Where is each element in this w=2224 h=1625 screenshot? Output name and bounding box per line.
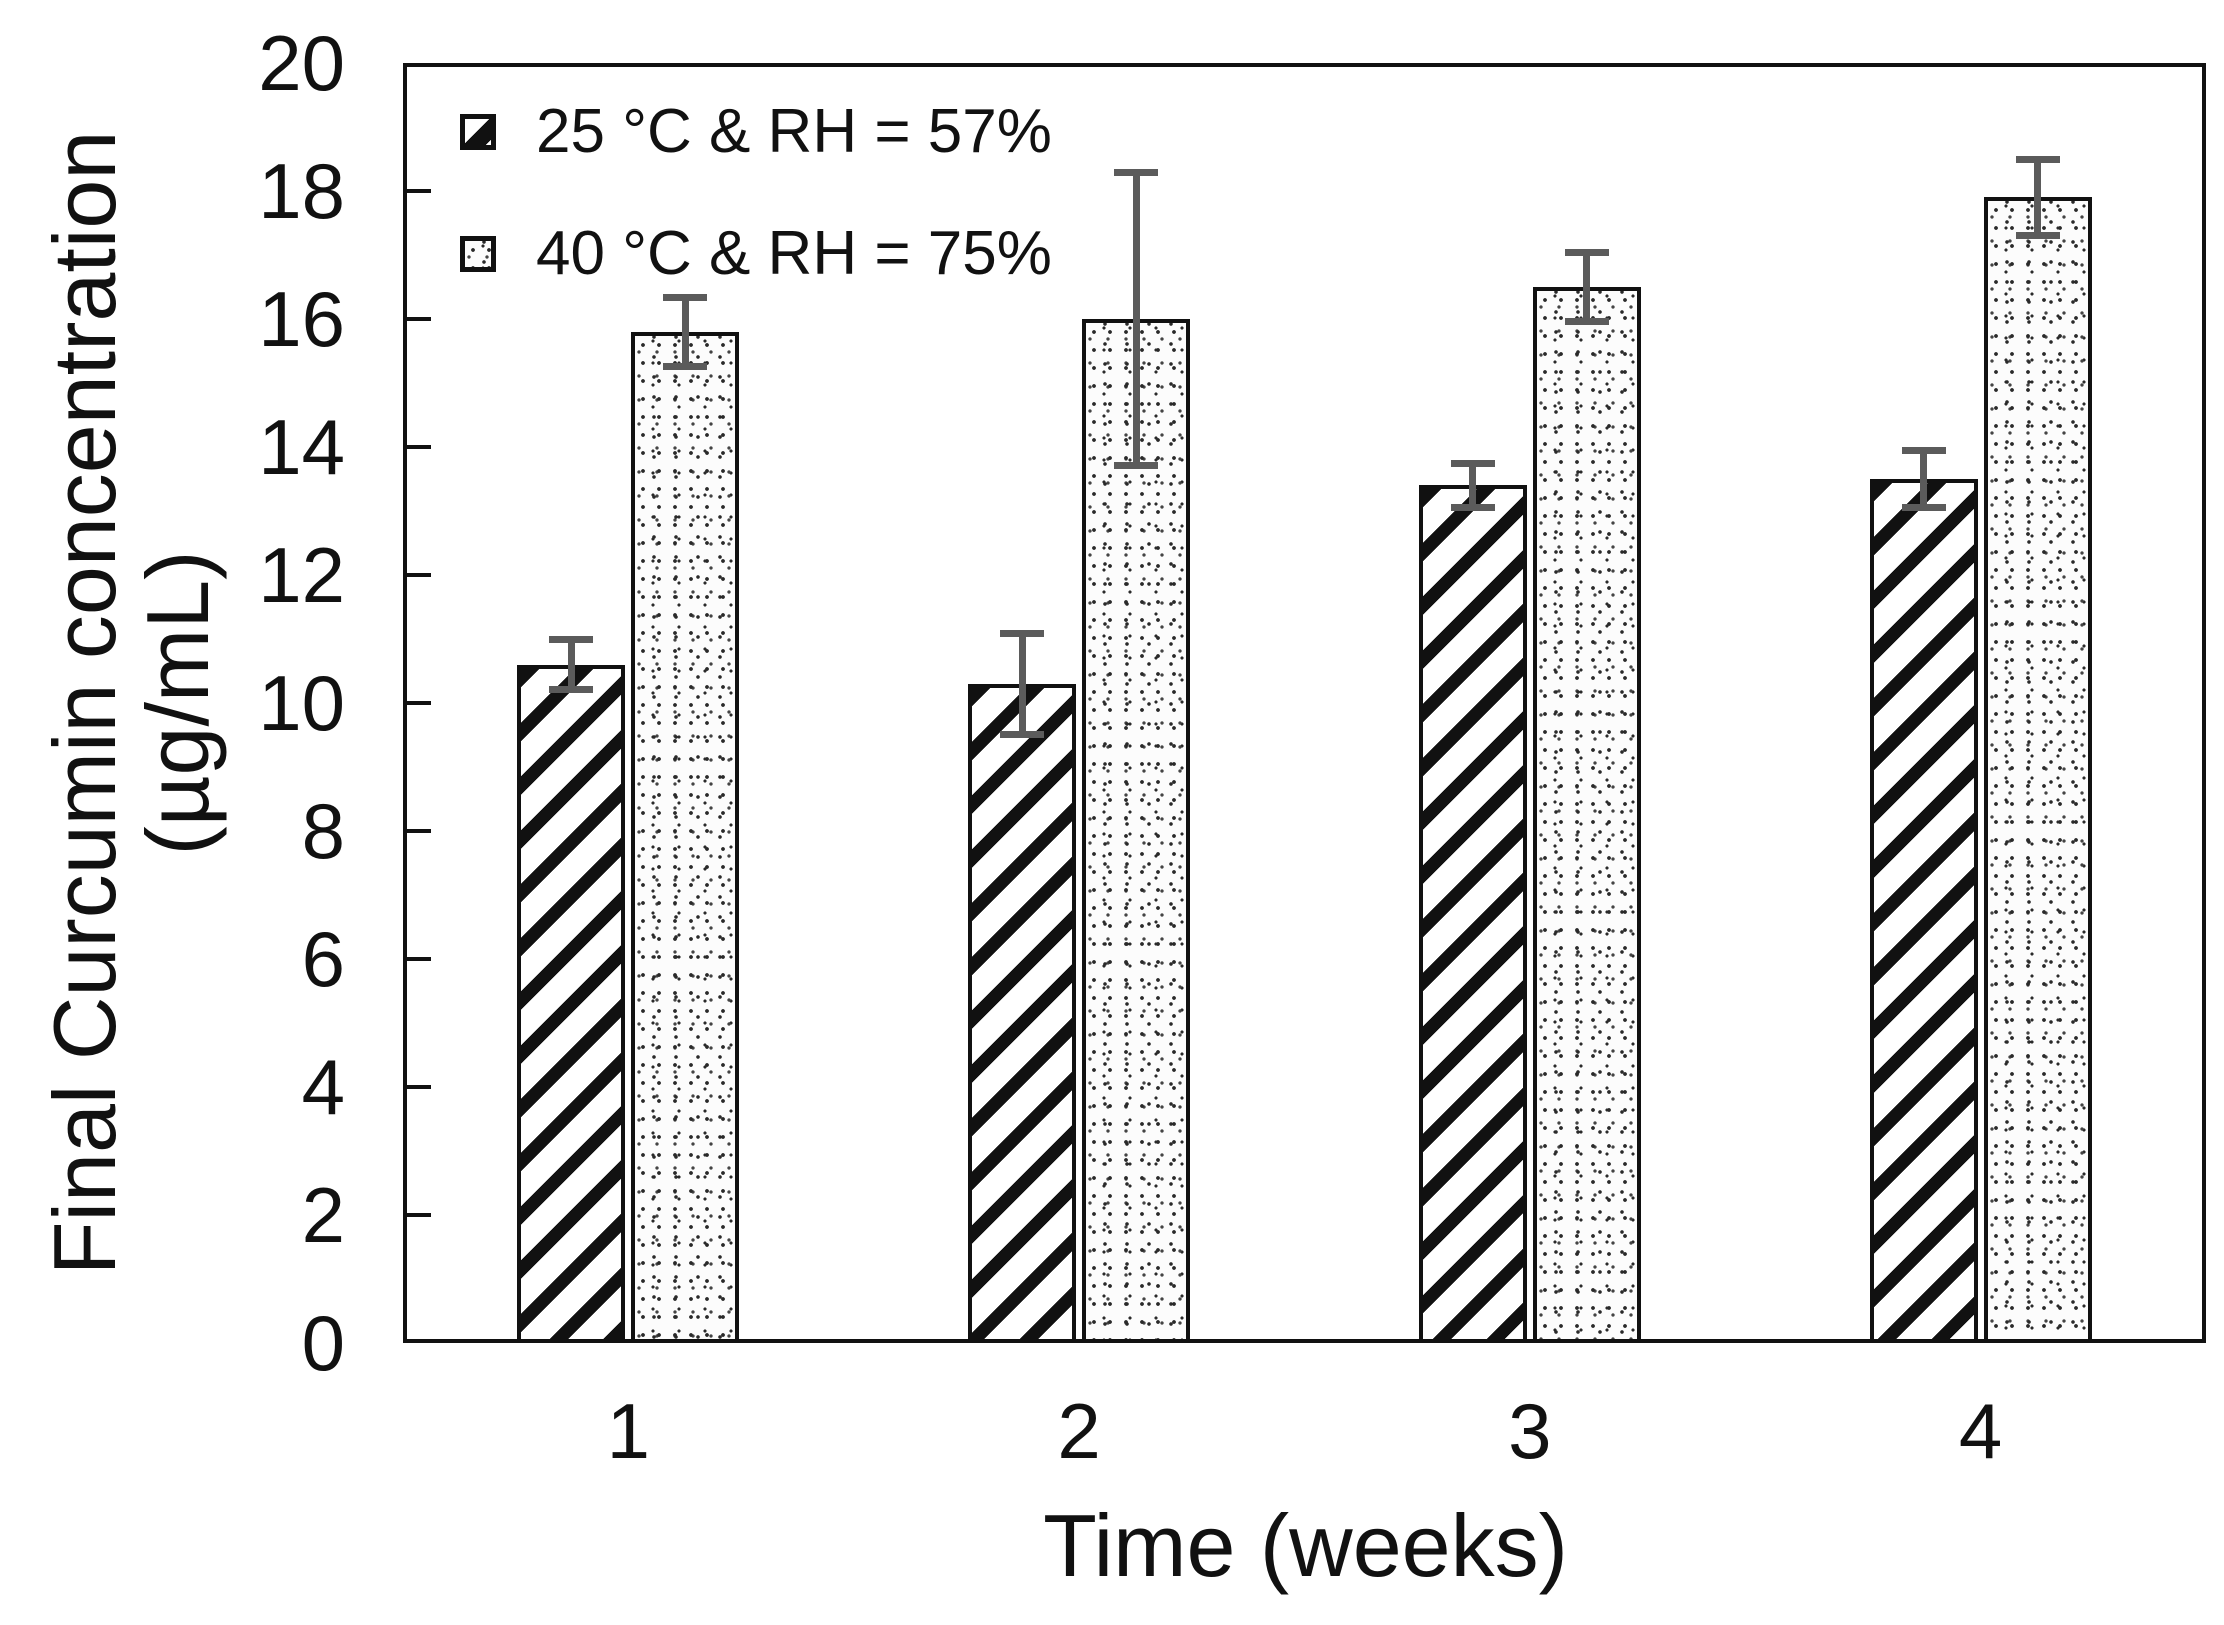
y-tick-mark <box>407 445 431 449</box>
y-tick-mark <box>407 957 431 961</box>
y-tick-label: 12 <box>258 531 345 619</box>
error-bar <box>681 296 689 367</box>
bar-week4-40c <box>1983 197 2092 1343</box>
y-tick-mark <box>407 317 431 321</box>
y-tick-label: 20 <box>258 19 345 107</box>
y-tick-mark <box>407 829 431 833</box>
bar-week3-40c <box>1532 287 1641 1343</box>
error-bar <box>1132 171 1140 467</box>
y-tick-label: 16 <box>258 275 345 363</box>
x-tick-label: 3 <box>1508 1387 1552 1475</box>
error-bar <box>2034 159 2042 236</box>
y-tick-mark <box>407 1085 431 1089</box>
y-tick-label: 4 <box>301 1043 345 1131</box>
error-bar-cap-bottom <box>663 363 708 370</box>
error-bar-cap-bottom <box>1000 731 1045 738</box>
error-bar-cap-top <box>1114 168 1159 176</box>
x-tick-label: 2 <box>1057 1387 1101 1475</box>
x-axis-title: Time (weeks) <box>1043 1496 1568 1595</box>
y-tick-mark <box>407 189 431 193</box>
bar-week3-25c <box>1418 485 1527 1343</box>
error-bar-cap-top <box>1564 248 1609 256</box>
y-tick-mark <box>407 701 431 705</box>
error-bar-cap-bottom <box>1564 318 1609 326</box>
y-tick-mark <box>407 573 431 577</box>
error-bar-cap-top <box>663 293 708 301</box>
error-bar <box>1583 251 1591 323</box>
y-tick-label: 8 <box>301 787 345 875</box>
y-tick-label: 10 <box>258 659 345 747</box>
legend-swatch-hatch-icon <box>460 114 496 150</box>
legend-label-25c: 25 °C & RH = 57% <box>536 97 1052 166</box>
legend-item-25c: 25 °C & RH = 57% <box>460 100 1052 164</box>
error-bar-cap-bottom <box>1450 503 1495 511</box>
y-tick-label: 0 <box>301 1299 345 1387</box>
error-bar-cap-bottom <box>549 686 594 694</box>
bar-week4-25c <box>1869 479 1978 1343</box>
error-bar-cap-bottom <box>1901 503 1946 511</box>
error-bar-cap-bottom <box>2015 231 2060 239</box>
error-bar-cap-top <box>1450 460 1495 467</box>
y-tick-label: 6 <box>301 915 345 1003</box>
x-tick-label: 4 <box>1958 1387 2003 1475</box>
error-bar-cap-top <box>2015 156 2060 163</box>
error-bar-cap-top <box>1901 447 1946 455</box>
x-tick-label: 1 <box>606 1387 651 1475</box>
bar-week2-40c <box>1082 319 1191 1343</box>
error-bar-cap-bottom <box>1114 462 1159 470</box>
error-bar <box>1920 450 1928 508</box>
y-tick-label: 18 <box>258 147 345 235</box>
y-tick-mark <box>407 1213 431 1217</box>
bar-week1-40c <box>631 331 740 1343</box>
bar-week2-25c <box>968 683 1077 1343</box>
legend-item-40c: 40 °C & RH = 75% <box>460 222 1052 286</box>
y-tick-label: 14 <box>258 403 345 491</box>
y-tick-label: 2 <box>301 1171 345 1259</box>
error-bar <box>1469 463 1477 508</box>
legend-swatch-stipple-icon <box>460 236 496 272</box>
error-bar <box>567 639 575 691</box>
error-bar-cap-top <box>549 636 594 643</box>
error-bar-cap-top <box>1000 629 1045 637</box>
legend-label-40c: 40 °C & RH = 75% <box>536 219 1052 288</box>
error-bar <box>1018 632 1026 735</box>
bar-week1-25c <box>517 664 626 1343</box>
